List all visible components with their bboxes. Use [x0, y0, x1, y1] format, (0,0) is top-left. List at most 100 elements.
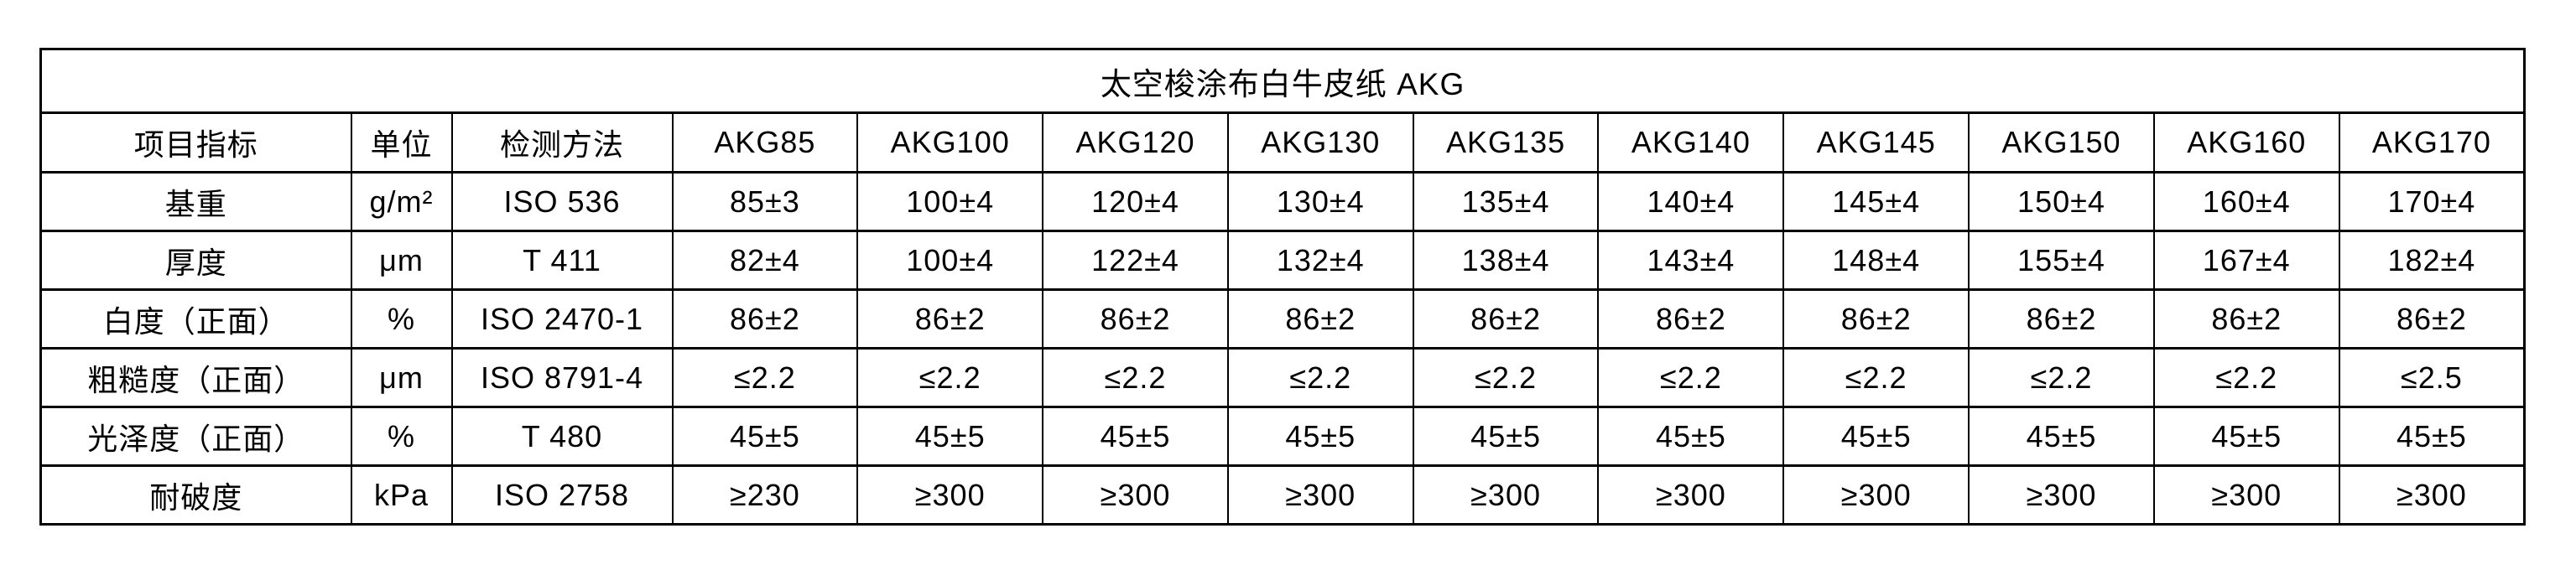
- spec-table: 太空梭涂布白牛皮纸 AKG 项目指标 单位 检测方法 AKG85 AKG100 AKG12…: [39, 48, 2527, 526]
- value-cell: 45±5: [2338, 406, 2526, 467]
- value-cell: 143±4: [1597, 230, 1785, 291]
- column-header: 检测方法: [450, 111, 674, 174]
- value-cell: ≤2.2: [1226, 347, 1414, 408]
- value-cell: ≥300: [2338, 464, 2526, 526]
- value-cell: ≤2.2: [1597, 347, 1785, 408]
- column-header: AKG85: [671, 111, 859, 174]
- value-cell: 86±2: [1782, 288, 1970, 350]
- table-row: 基重 g/m² ISO 536 85±3 100±4 120±4 130±4 135±4 140…: [39, 171, 2526, 232]
- value-cell: ≥300: [2152, 464, 2340, 526]
- method-cell: ISO 2758: [450, 464, 674, 526]
- table-row: 光泽度（正面）% T 480 45±5 45±5 45±5 45±5 45±5 45±5 45±…: [39, 406, 2526, 467]
- value-cell: ≤2.5: [2338, 347, 2526, 408]
- value-cell: 45±5: [1226, 406, 1414, 467]
- value-cell: 45±5: [1042, 406, 1229, 467]
- value-cell: ≥300: [1042, 464, 1229, 526]
- indicator-cell: 厚度: [39, 230, 352, 291]
- value-cell: 45±5: [1782, 406, 1970, 467]
- value-cell: ≤2.2: [1968, 347, 2155, 408]
- column-header: AKG170: [2338, 111, 2526, 174]
- value-cell: 86±2: [1412, 288, 1600, 350]
- value-cell: 122±4: [1042, 230, 1229, 291]
- method-cell: ISO 536: [450, 171, 674, 232]
- column-header: AKG150: [1968, 111, 2155, 174]
- value-cell: 148±4: [1782, 230, 1970, 291]
- column-header: AKG135: [1412, 111, 1600, 174]
- value-cell: ≤2.2: [1412, 347, 1600, 408]
- value-cell: 100±4: [856, 171, 1044, 232]
- value-cell: 82±4: [671, 230, 859, 291]
- value-cell: 170±4: [2338, 171, 2526, 232]
- value-cell: 138±4: [1412, 230, 1600, 291]
- column-header: AKG130: [1226, 111, 1414, 174]
- value-cell: 86±2: [1597, 288, 1785, 350]
- column-header: AKG100: [856, 111, 1044, 174]
- unit-cell: %: [350, 406, 453, 467]
- unit-cell: g/m²: [350, 171, 453, 232]
- value-cell: 45±5: [2152, 406, 2340, 467]
- column-header: AKG160: [2152, 111, 2340, 174]
- table-row: 厚度 μm T 411 82±4 100±4 122±4 132±4 138±4 143±4 14…: [39, 230, 2526, 291]
- value-cell: ≥230: [671, 464, 859, 526]
- table-row: 耐破度 kPa ISO 2758 ≥230 ≥300 ≥300 ≥300 ≥300 ≥300 ≥3…: [39, 464, 2526, 526]
- column-header: 单位: [350, 111, 453, 174]
- indicator-cell: 光泽度（正面）: [39, 406, 352, 467]
- value-cell: 140±4: [1597, 171, 1785, 232]
- value-cell: 86±2: [856, 288, 1044, 350]
- column-header: AKG145: [1782, 111, 1970, 174]
- value-cell: ≥300: [1968, 464, 2155, 526]
- column-header: AKG140: [1597, 111, 1785, 174]
- indicator-cell: 基重: [39, 171, 352, 232]
- method-cell: ISO 8791-4: [450, 347, 674, 408]
- table-header-row: 项目指标 单位 检测方法 AKG85 AKG100 AKG120 AKG130 AKG135 A…: [39, 111, 2526, 174]
- value-cell: 45±5: [671, 406, 859, 467]
- indicator-cell: 耐破度: [39, 464, 352, 526]
- value-cell: 85±3: [671, 171, 859, 232]
- value-cell: ≤2.2: [2152, 347, 2340, 408]
- value-cell: 132±4: [1226, 230, 1414, 291]
- value-cell: 145±4: [1782, 171, 1970, 232]
- value-cell: ≥300: [1597, 464, 1785, 526]
- value-cell: 45±5: [1597, 406, 1785, 467]
- table-row: 白度（正面）% ISO 2470-1 86±2 86±2 86±2 86±2 86±2 86±…: [39, 288, 2526, 350]
- table-title-row: 太空梭涂布白牛皮纸 AKG: [39, 48, 2526, 114]
- value-cell: 130±4: [1226, 171, 1414, 232]
- column-header: AKG120: [1042, 111, 1229, 174]
- value-cell: 167±4: [2152, 230, 2340, 291]
- unit-cell: μm: [350, 347, 453, 408]
- value-cell: 135±4: [1412, 171, 1600, 232]
- unit-cell: %: [350, 288, 453, 350]
- indicator-cell: 粗糙度（正面）: [39, 347, 352, 408]
- value-cell: 86±2: [1968, 288, 2155, 350]
- table-title: 太空梭涂布白牛皮纸 AKG: [39, 48, 2526, 114]
- value-cell: 100±4: [856, 230, 1044, 291]
- value-cell: 86±2: [1226, 288, 1414, 350]
- value-cell: ≤2.2: [1042, 347, 1229, 408]
- value-cell: 86±2: [2338, 288, 2526, 350]
- value-cell: ≤2.2: [1782, 347, 1970, 408]
- value-cell: ≤2.2: [671, 347, 859, 408]
- column-header: 项目指标: [39, 111, 352, 174]
- value-cell: 45±5: [1412, 406, 1600, 467]
- value-cell: ≥300: [856, 464, 1044, 526]
- value-cell: 160±4: [2152, 171, 2340, 232]
- indicator-cell: 白度（正面）: [39, 288, 352, 350]
- method-cell: T 480: [450, 406, 674, 467]
- value-cell: ≤2.2: [856, 347, 1044, 408]
- value-cell: ≥300: [1782, 464, 1970, 526]
- unit-cell: μm: [350, 230, 453, 291]
- value-cell: 86±2: [2152, 288, 2340, 350]
- table-body: 基重 g/m² ISO 536 85±3 100±4 120±4 130±4 135±4 140…: [39, 171, 2526, 526]
- table-row: 粗糙度（正面） μm ISO 8791-4 ≤2.2 ≤2.2 ≤2.2 ≤2.2 ≤2.2 ≤…: [39, 347, 2526, 408]
- value-cell: ≥300: [1412, 464, 1600, 526]
- value-cell: 45±5: [1968, 406, 2155, 467]
- value-cell: 45±5: [856, 406, 1044, 467]
- method-cell: T 411: [450, 230, 674, 291]
- unit-cell: kPa: [350, 464, 453, 526]
- value-cell: 150±4: [1968, 171, 2155, 232]
- value-cell: 120±4: [1042, 171, 1229, 232]
- method-cell: ISO 2470-1: [450, 288, 674, 350]
- value-cell: 86±2: [671, 288, 859, 350]
- value-cell: 155±4: [1968, 230, 2155, 291]
